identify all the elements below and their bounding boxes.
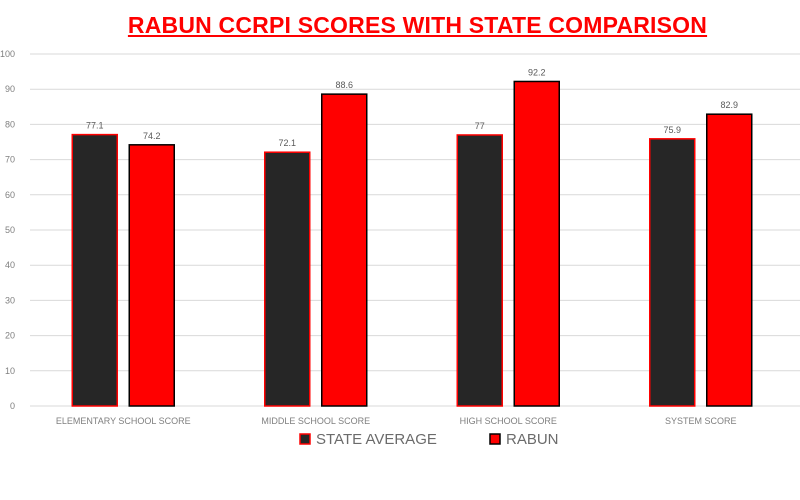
- legend-swatch: [299, 433, 311, 445]
- category-label: SYSTEM SCORE: [665, 416, 737, 426]
- data-label: 77: [475, 121, 485, 131]
- chart-title: RABUN CCRPI SCORES WITH STATE COMPARISON: [127, 12, 708, 38]
- data-label: 75.9: [663, 125, 681, 135]
- bar-state-average: [264, 151, 311, 407]
- bar-rabun: [706, 113, 753, 407]
- bar-state-average: [456, 134, 503, 407]
- data-label: 82.9: [720, 100, 738, 110]
- data-labels: 77.1 74.2 72.1 88.6 77 92.2 75.9 82.9: [86, 67, 738, 148]
- legend: STATE AVERAGE RABUN: [299, 431, 559, 448]
- legend-swatch: [489, 433, 501, 445]
- category-labels: ELEMENTARY SCHOOL SCORE MIDDLE SCHOOL SCO…: [56, 416, 737, 426]
- bar-rabun: [128, 144, 175, 407]
- category-label: ELEMENTARY SCHOOL SCORE: [56, 416, 191, 426]
- bars: [71, 80, 753, 407]
- y-tick-label: 50: [5, 225, 15, 235]
- y-tick-label: 0: [10, 401, 15, 411]
- legend-label: RABUN: [506, 431, 559, 448]
- y-tick-label: 40: [5, 260, 15, 270]
- category-label: HIGH SCHOOL SCORE: [460, 416, 557, 426]
- bar-state-average: [649, 138, 696, 407]
- category-label: MIDDLE SCHOOL SCORE: [261, 416, 370, 426]
- data-label: 88.6: [335, 80, 353, 90]
- data-label: 74.2: [143, 131, 161, 141]
- bar-rabun: [513, 80, 560, 407]
- data-label: 77.1: [86, 121, 104, 131]
- y-axis-ticks: 0 10 20 30 40 50 60 70 80 90 100: [0, 49, 15, 411]
- y-tick-label: 100: [0, 49, 15, 59]
- data-label: 92.2: [528, 67, 546, 77]
- y-tick-label: 10: [5, 366, 15, 376]
- bar-state-average: [71, 133, 118, 407]
- legend-label: STATE AVERAGE: [316, 431, 437, 448]
- y-tick-label: 20: [5, 331, 15, 341]
- y-tick-label: 30: [5, 295, 15, 305]
- y-tick-label: 70: [5, 155, 15, 165]
- y-tick-label: 80: [5, 119, 15, 129]
- y-tick-label: 60: [5, 190, 15, 200]
- bar-rabun: [321, 93, 368, 407]
- data-label: 72.1: [278, 138, 296, 148]
- y-tick-label: 90: [5, 84, 15, 94]
